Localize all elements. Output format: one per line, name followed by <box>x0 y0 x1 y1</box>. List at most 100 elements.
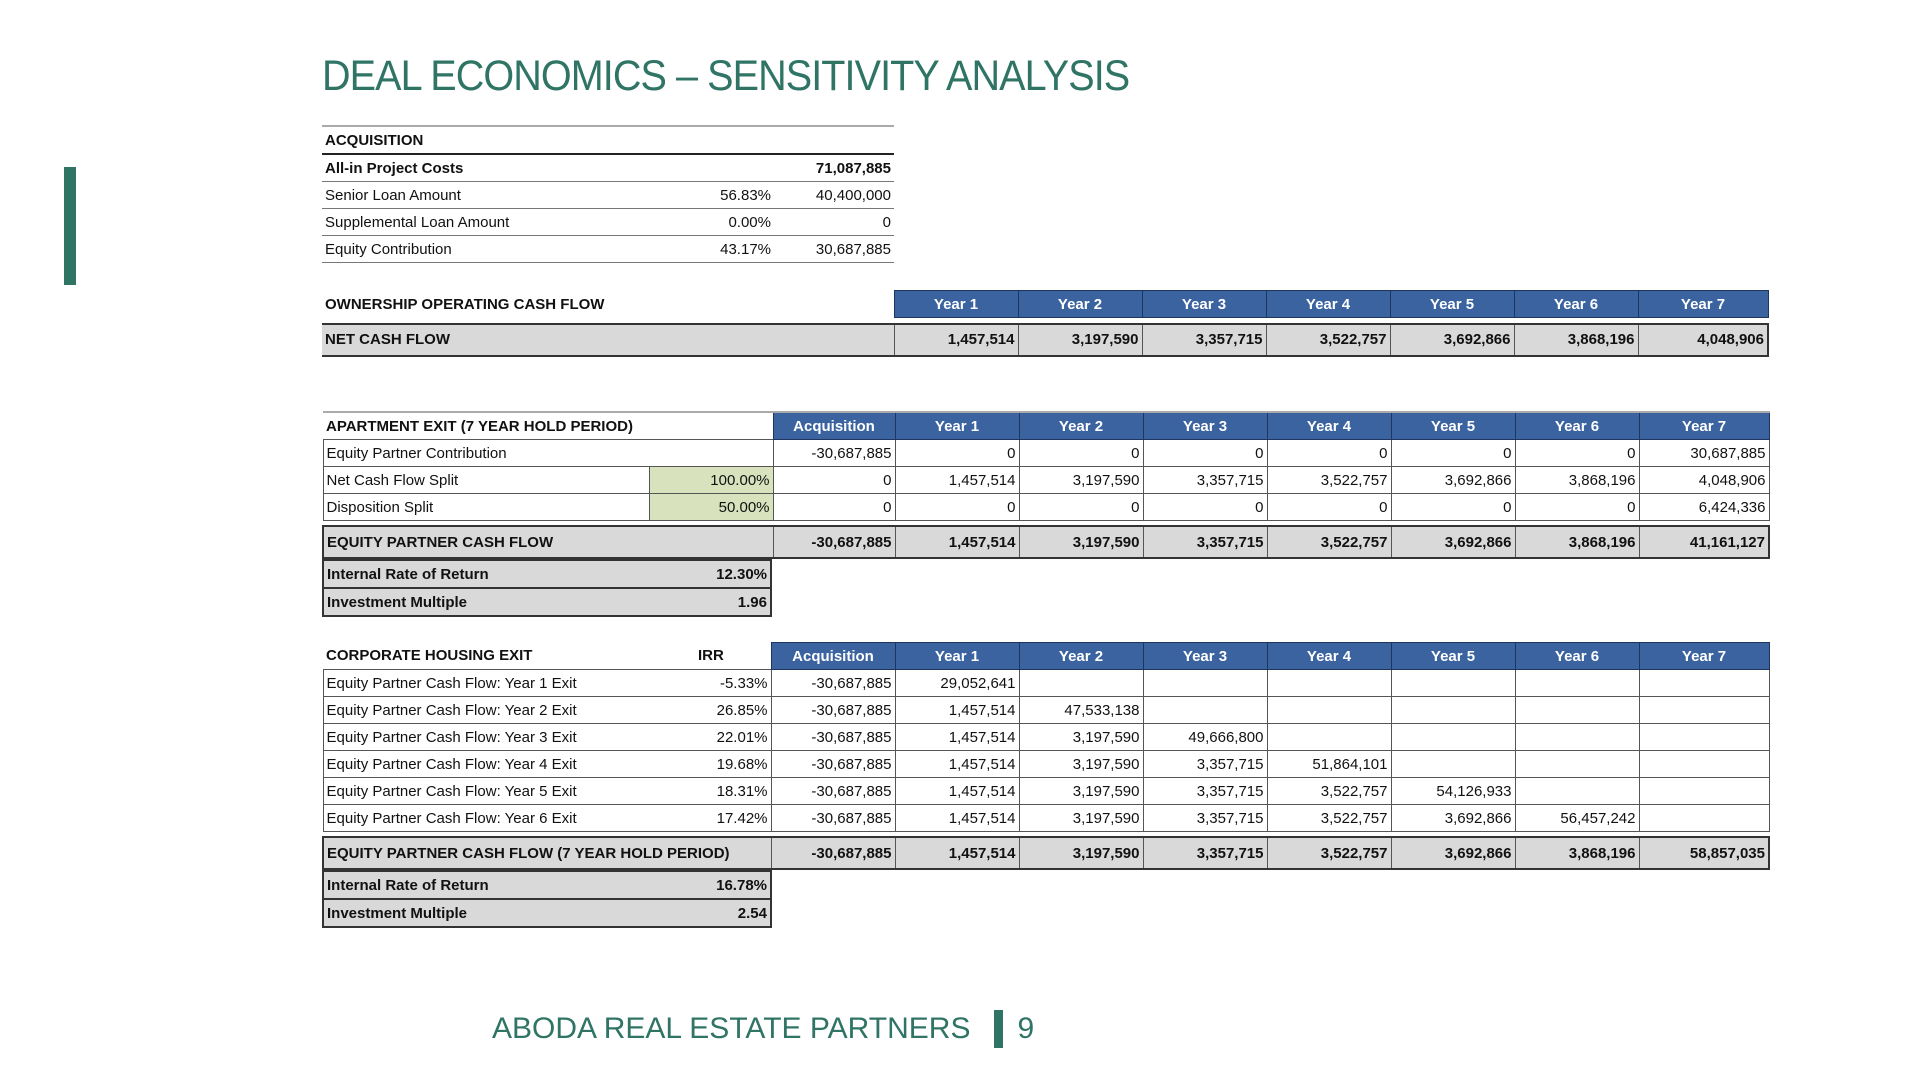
cell-value: -30,687,885 <box>770 750 896 778</box>
column-header: Year 4 <box>1266 642 1392 670</box>
cell-value: 0 <box>1514 439 1640 467</box>
cell-value: 0 <box>1390 493 1516 521</box>
column-header: Year 7 <box>1638 411 1770 440</box>
cell-value <box>1514 696 1640 724</box>
accent-bar <box>64 167 76 285</box>
row-label: Equity Partner Cash Flow: Year 2 Exit <box>322 696 695 724</box>
row-irr: 19.68% <box>695 750 772 778</box>
row-label: Disposition Split <box>322 493 650 521</box>
cell-value: -30,687,885 <box>770 723 896 751</box>
cell-value: 0 <box>1018 439 1144 467</box>
cell-value <box>1390 750 1516 778</box>
cell-value: -30,687,885 <box>770 696 896 724</box>
column-header: Year 5 <box>1390 411 1516 440</box>
cell-value <box>1638 696 1770 724</box>
cell-value <box>1142 669 1268 697</box>
cell-value <box>1638 777 1770 805</box>
cell-value: 3,197,590 <box>1018 777 1144 805</box>
row-label: Net Cash Flow Split <box>322 466 650 494</box>
total-label: EQUITY PARTNER CASH FLOW <box>327 533 554 551</box>
irr-row: Internal Rate of Return 16.78% <box>323 871 771 899</box>
cell-value: 0 <box>1142 439 1268 467</box>
cell-value: 3,868,196 <box>1514 836 1640 870</box>
row-label: All-in Project Costs <box>325 159 464 177</box>
row-irr: 18.31% <box>695 777 772 805</box>
equity-partner-cash-flow-row: EQUITY PARTNER CASH FLOW -30,687,885 1,4… <box>323 525 1770 559</box>
irr-label: Internal Rate of Return <box>327 876 489 894</box>
cell-value: 3,197,590 <box>1018 466 1144 494</box>
cell-value: 3,357,715 <box>1142 525 1268 559</box>
apartment-heading: APARTMENT EXIT (7 YEAR HOLD PERIOD) <box>326 417 633 435</box>
cell-value: 3,522,757 <box>1265 323 1390 356</box>
cell-value: 3,692,866 <box>1390 836 1516 870</box>
company-name: ABODA REAL ESTATE PARTNERS <box>492 1012 971 1045</box>
row-label: Equity Partner Cash Flow: Year 5 Exit <box>322 777 695 805</box>
column-header: Year 2 <box>1018 642 1144 670</box>
cell-value: 3,522,757 <box>1266 466 1392 494</box>
cell-value: 58,857,035 <box>1638 836 1770 870</box>
row-label: Supplemental Loan Amount <box>325 213 510 231</box>
cell-value: 4,048,906 <box>1637 323 1769 356</box>
table-row: Equity Partner Cash Flow: Year 6 Exit 17… <box>322 804 1770 832</box>
row-label: Equity Partner Cash Flow: Year 3 Exit <box>322 723 695 751</box>
cell-value <box>1638 804 1770 832</box>
irr-heading: IRR <box>698 647 724 665</box>
cell-value: 0 <box>772 466 896 494</box>
apartment-summary-table: Internal Rate of Return 12.30% Investmen… <box>322 559 772 617</box>
cell-value: 3,197,590 <box>1018 723 1144 751</box>
corporate-exit-table: CORPORATE HOUSING EXIT IRR Acquisition Y… <box>322 642 1770 870</box>
cell-value <box>1514 750 1640 778</box>
cell-value: 3,357,715 <box>1141 323 1266 356</box>
cell-value: 51,864,101 <box>1266 750 1392 778</box>
column-header: Year 6 <box>1514 411 1640 440</box>
cell-value: 1,457,514 <box>894 466 1020 494</box>
cell-value: 3,357,715 <box>1142 750 1268 778</box>
cell-value <box>1390 723 1516 751</box>
net-cash-flow-split-input[interactable]: 100.00% <box>648 466 774 494</box>
net-cash-flow-label: NET CASH FLOW <box>325 331 450 348</box>
cell-value: 6,424,336 <box>1638 493 1770 521</box>
cell-value <box>1638 723 1770 751</box>
cell-value: -30,687,885 <box>772 439 896 467</box>
cell-value: 1,457,514 <box>894 777 1020 805</box>
cell-value: 3,357,715 <box>1142 804 1268 832</box>
multiple-label: Investment Multiple <box>327 593 468 611</box>
total-label: EQUITY PARTNER CASH FLOW (7 YEAR HOLD PE… <box>327 844 730 862</box>
disposition-split-input[interactable]: 50.00% <box>648 493 774 521</box>
cell-value: 47,533,138 <box>1018 696 1144 724</box>
table-row: Disposition Split 50.00% 0 0 0 0 0 0 0 6… <box>322 493 1770 521</box>
column-header: Year 3 <box>1142 411 1268 440</box>
cell-value: 3,692,866 <box>1390 466 1516 494</box>
table-row: Equity Partner Contribution -30,687,885 … <box>322 439 1770 467</box>
cell-value: 3,357,715 <box>1142 466 1268 494</box>
cell-value: 1,457,514 <box>894 750 1020 778</box>
acquisition-section: ACQUISITION All-in Project Costs 71,087,… <box>322 125 894 263</box>
column-header: Year 5 <box>1389 290 1515 318</box>
row-label: Senior Loan Amount <box>325 186 461 204</box>
multiple-value: 2.54 <box>737 904 767 922</box>
cell-value: 3,692,866 <box>1390 525 1516 559</box>
irr-row: Internal Rate of Return 12.30% <box>323 560 771 588</box>
multiple-label: Investment Multiple <box>327 904 468 922</box>
cell-value <box>1266 723 1392 751</box>
cell-value: 0 <box>1390 439 1516 467</box>
page-number: 9 <box>1017 1012 1035 1045</box>
cell-value: 0 <box>772 493 896 521</box>
table-row: Equity Contribution 43.17% 30,687,885 <box>322 236 894 263</box>
cell-value: 3,692,866 <box>1390 804 1516 832</box>
net-cash-flow-row: NET CASH FLOW 1,457,514 3,197,590 3,357,… <box>322 323 1769 356</box>
table-row: Equity Partner Cash Flow: Year 1 Exit -5… <box>322 669 1770 697</box>
cell-value: 0 <box>1266 439 1392 467</box>
column-header: Year 4 <box>1265 290 1391 318</box>
cell-value: 3,197,590 <box>1018 804 1144 832</box>
cell-value: 1,457,514 <box>894 836 1020 870</box>
row-pct <box>649 439 774 467</box>
irr-value: 12.30% <box>716 565 767 583</box>
cell-value: 0 <box>1266 493 1392 521</box>
row-pct <box>684 154 774 182</box>
column-header: Year 2 <box>1018 411 1144 440</box>
row-label: Equity Partner Cash Flow: Year 4 Exit <box>322 750 695 778</box>
cell-value <box>1390 696 1516 724</box>
cell-value: 3,357,715 <box>1142 777 1268 805</box>
row-irr: 22.01% <box>695 723 772 751</box>
